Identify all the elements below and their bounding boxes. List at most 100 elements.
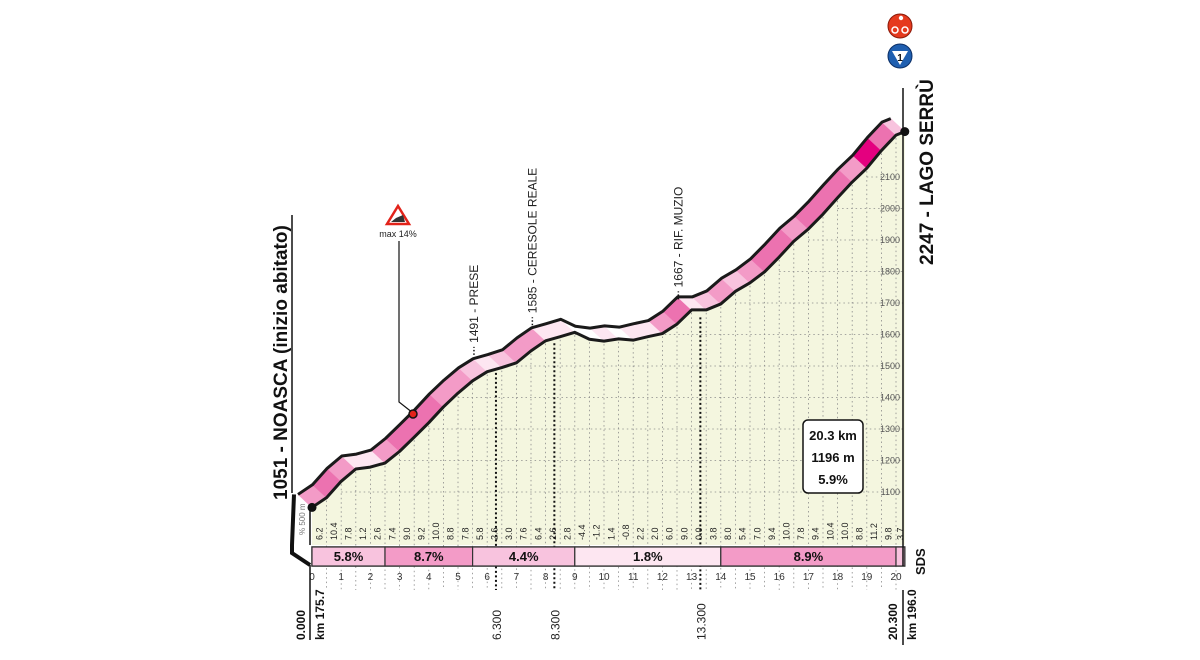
x-tick-label: 7 [514, 572, 520, 583]
segment-gradient-label: 0.0 [694, 527, 704, 540]
section-gradient-label: 8.7% [414, 549, 444, 564]
landmark-label: 1667 - RIF. MUZIO [671, 187, 685, 288]
segment-gradient-label: 7.0 [752, 527, 762, 540]
summary-box-frame [802, 419, 864, 494]
segment-gradient-label: 9.8 [884, 527, 894, 540]
segment-gradient-label: 3.0 [504, 527, 514, 540]
section-gradient-label: 8.9% [794, 549, 824, 564]
landmark-distance-label: 13.300 [694, 603, 708, 640]
y-tick-label: 1200 [880, 456, 900, 466]
x-tick-label: 13 [686, 572, 698, 583]
max-gradient-leader [398, 241, 414, 414]
finish-point [900, 127, 910, 137]
segment-gradient-label: 7.4 [387, 527, 397, 540]
sds-logo: SDS [913, 548, 928, 575]
summary-average-gradient: 5.9% [818, 472, 848, 487]
y-tick-label: 1600 [880, 330, 900, 340]
summary-elevation-gain: 1196 m [811, 450, 854, 465]
segment-gradient-label: -1.2 [592, 524, 602, 540]
landmark-distance-label: 6.300 [490, 610, 504, 640]
x-tick-label: 4 [426, 572, 432, 583]
warning-slope-glyph [391, 215, 405, 222]
y-tick-label: 2100 [880, 172, 900, 182]
climb-summary-box: 20.3 km 1196 m 5.9% [802, 419, 864, 494]
segment-gradient-label: 10.0 [431, 522, 441, 540]
segment-gradient-label: 2.0 [650, 527, 660, 540]
segment-gradient-label: 7.8 [460, 527, 470, 540]
x-tick-label: 2 [368, 572, 374, 583]
segment-gradient-label: 8.8 [855, 527, 865, 540]
x-tick-label: 5 [455, 572, 461, 583]
x-tick-label: 10 [598, 572, 610, 583]
segment-gradient-label: 9.4 [811, 527, 821, 540]
landmark-label: 1585 - CERESOLE REALE [525, 168, 539, 313]
y-tick-label: 1800 [880, 267, 900, 277]
x-tick-label: 12 [657, 572, 669, 583]
segment-gradient-label: 2.6 [490, 527, 500, 540]
segment-gradient-label: -4.4 [577, 524, 587, 540]
x-tick-label: 1 [338, 572, 344, 583]
start-point [307, 502, 317, 512]
x-tick-label: 0 [309, 572, 315, 583]
segment-gradient-label: 2.6 [548, 527, 558, 540]
max-gradient-label: max 14% [379, 229, 417, 239]
cyclist-finish-icon [887, 13, 913, 39]
x-tick-label: 19 [861, 572, 873, 583]
start-distance-label: 0.000 [294, 610, 308, 640]
labels: 1491 - PRESE 6.300 1585 - CERESOLE REALE 8.… [271, 13, 938, 645]
max-gradient-point [408, 409, 418, 419]
segment-gradient-label: 9.0 [402, 527, 412, 540]
ribbon-top-line [297, 117, 892, 496]
x-tick-label: 15 [744, 572, 756, 583]
segment-gradient-label: 1.4 [606, 527, 616, 540]
start-label: 1051 - NOASCA (inizio abitato) [271, 225, 292, 500]
cyclist-head-icon [898, 15, 904, 21]
x-tick-label: 11 [628, 572, 639, 583]
segment-gradient-label: 2.2 [636, 527, 646, 540]
start-race-km-label: km 175.7 [313, 589, 327, 640]
start-frame-line [290, 494, 312, 567]
x-tick-label: 8 [543, 572, 549, 583]
y-tick-label: 1400 [880, 393, 900, 403]
segment-gradient-label: 10.4 [825, 522, 835, 540]
segment-gradient-label: 5.8 [475, 527, 485, 540]
x-tick-label: 18 [832, 572, 844, 583]
segment-gradient-label: 9.0 [679, 527, 689, 540]
segment-gradient-label: 8.0 [723, 527, 733, 540]
summary-distance: 20.3 km [809, 428, 857, 443]
x-tick-label: 14 [715, 572, 727, 583]
x-tick-label: 9 [572, 572, 578, 583]
segment-gradient-label: 7.6 [519, 527, 529, 540]
segment-gradient-label: 3.7 [895, 527, 905, 540]
y-tick-label: 1100 [881, 487, 900, 497]
gradient-section-bar: 5.8% 8.7% 4.4% 1.8% 8.9%0 1 2 3 4 5 6 7 8 9 10 11 12 13 14… [309, 546, 906, 583]
segment-gradient-label: -0.8 [621, 524, 631, 540]
y-tick-label: 1900 [880, 235, 900, 245]
category-number: 1 [897, 53, 903, 64]
segment-gradient-label: 6.4 [533, 527, 543, 540]
segment-gradient-label: 10.0 [840, 522, 850, 540]
y-tick-label: 1500 [880, 361, 900, 371]
x-tick-label: 20 [890, 572, 902, 583]
y-tick-label: 1300 [880, 424, 900, 434]
segment-gradient-label: 7.8 [796, 527, 806, 540]
section-bar-segment [895, 546, 906, 567]
gradient-unit-label: % 500 m [298, 503, 307, 535]
y-tick-label: 2000 [880, 204, 900, 214]
road-ribbon [297, 117, 910, 512]
segment-gradient-label: 3.8 [709, 527, 719, 540]
y-tick-label: 1700 [880, 298, 900, 308]
segment-gradient-label: 11.2 [869, 523, 879, 540]
segment-gradient-label: 6.2 [314, 527, 324, 540]
ground-fill [312, 131, 905, 545]
finish-label: 2247 - LAGO SERRÙ [916, 79, 938, 265]
segment-gradient-label: 9.4 [767, 527, 777, 540]
section-gradient-label: 5.8% [334, 549, 364, 564]
segment-gradient-label: 10.0 [782, 522, 792, 540]
segment-gradient-label: 2.6 [373, 527, 383, 540]
finish-race-km-label: km 196.0 [905, 589, 919, 640]
segment-gradient-label: 7.8 [344, 527, 354, 540]
segment-gradient-label: 2.8 [563, 527, 573, 540]
segment-gradient-label: 10.4 [329, 522, 339, 540]
